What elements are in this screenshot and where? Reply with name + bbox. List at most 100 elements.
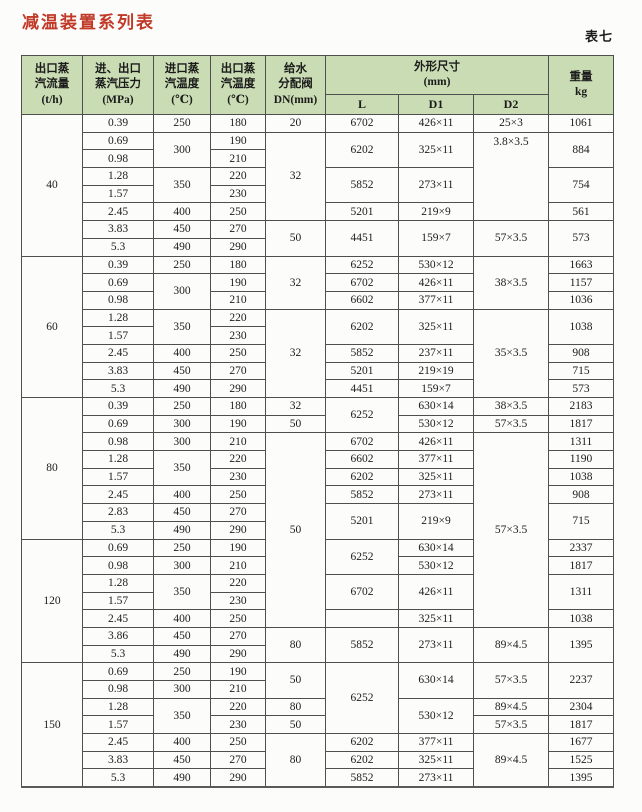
table-cell: 426×11 — [398, 573, 474, 611]
table-cell: 573 — [548, 220, 615, 257]
table-cell: 490 — [153, 379, 211, 398]
table-cell: 6202 — [325, 131, 399, 169]
table-cell — [325, 609, 399, 628]
table-row: 5.3 490 290 5852 273×11 1395 — [22, 768, 615, 788]
table-cell: 290 — [210, 768, 266, 788]
col-header-length: L — [325, 94, 399, 115]
table-cell: 884 — [548, 131, 615, 169]
table-cell: 270 — [210, 503, 266, 522]
table-row: 0.98 300 210 50 6702 426×11 57×3.5 1311 — [22, 432, 615, 628]
table-cell: 1061 — [548, 114, 615, 133]
table-cell: 350 — [153, 167, 211, 204]
table-cell: 20 — [265, 114, 326, 133]
table-cell: 5852 — [325, 485, 399, 505]
table-cell: 250 — [153, 662, 211, 681]
table-cell: 4451 — [325, 379, 399, 398]
table-cell: 6252 — [325, 538, 399, 575]
table-cell: 1525 — [548, 750, 615, 770]
table-cell: 270 — [210, 220, 266, 239]
table-row: 150 0.69 250 190 50 6252 630×14 57×3.5 2237 — [21, 662, 615, 788]
table-cell: 230 — [210, 591, 266, 611]
table-cell: 1038 — [548, 308, 615, 345]
table-cell: 300 — [153, 273, 211, 310]
table-cell: 2304 — [548, 697, 615, 717]
table-cell: 89×4.5 — [472, 626, 550, 664]
table-cell: 450 — [153, 503, 211, 522]
table-cell: 210 — [210, 290, 266, 310]
table-cell: 250 — [210, 609, 266, 628]
table-cell: 908 — [548, 485, 615, 505]
table-cell: 220 — [210, 308, 266, 328]
table-cell: 1395 — [548, 768, 615, 788]
table-cell: 0.98 — [82, 290, 154, 310]
table-row: 3.86 450 270 80 5852 273×11 89×4.5 1395 — [22, 626, 615, 664]
table-cell: 450 — [153, 750, 211, 770]
table-row: 0.69 300 190 50 530×12 57×3.5 1817 — [22, 414, 615, 434]
table-cell: 530×12 — [398, 414, 474, 434]
table-row: 2.45 400 250 80 6202 377×11 89×4.5 1677 — [22, 733, 615, 788]
table-cell: 1677 — [548, 733, 615, 752]
table-cell: 1.28 — [82, 450, 154, 469]
table-cell: 273×11 — [398, 167, 474, 204]
table-cell: 426×11 — [398, 273, 474, 292]
table-cell: 5852 — [325, 626, 399, 664]
table-cell: 2337 — [548, 538, 615, 558]
table-cell: 273×11 — [398, 626, 474, 664]
table-cell: 6702 — [325, 114, 399, 133]
table-row: 0.69 300 190 32 6202 325×11 3.8×3.5 884 — [22, 131, 615, 222]
table-cell: 2.45 — [82, 485, 154, 505]
table-cell: 325×11 — [398, 609, 474, 628]
table-cell: 80 — [265, 733, 326, 788]
table-cell: 3.83 — [82, 750, 154, 770]
table-cell: 350 — [153, 308, 211, 345]
table-cell: 3.83 — [82, 361, 154, 381]
table-row: 2.83 450 270 5201 219×9 715 — [22, 503, 615, 540]
table-cell: 290 — [210, 520, 266, 540]
table-cell: 350 — [153, 450, 211, 487]
table-cell: 6202 — [325, 733, 399, 752]
table-cell: 2.45 — [82, 733, 154, 752]
table-cell: 219×9 — [398, 202, 474, 222]
table-cell: 400 — [153, 202, 211, 222]
table-cell: 6702 — [325, 573, 399, 611]
table-cell: 377×11 — [398, 733, 474, 752]
table-cell: 2.45 — [82, 202, 154, 222]
table-cell: 530×12 — [398, 556, 474, 575]
table-cell: 490 — [153, 768, 211, 788]
table-cell: 1.28 — [82, 573, 154, 593]
table-cell: 6252 — [325, 662, 399, 735]
table-cell: 300 — [153, 556, 211, 575]
table-cell: 150 — [21, 662, 83, 788]
table-cell: 300 — [153, 680, 211, 699]
table-cell: 220 — [210, 167, 266, 186]
table-cell: 1036 — [548, 290, 615, 310]
table-row: 2.45 400 250 5201 219×9 561 — [22, 202, 615, 222]
table-cell: 350 — [153, 697, 211, 735]
table-cell: 1817 — [548, 556, 615, 575]
table-cell: 220 — [210, 573, 266, 593]
table-row: 1.28 350 220 5852 273×11 754 — [22, 167, 615, 204]
table-cell: 0.98 — [82, 556, 154, 575]
table-cell: 210 — [210, 680, 266, 699]
table-row: 120 0.69 250 190 6252 630×14 2337 — [21, 538, 615, 664]
table-cell: 57×3.5 — [472, 662, 550, 699]
table-cell: 0.98 — [82, 432, 154, 452]
col-header-weight: 重量 kg — [548, 55, 615, 115]
table-cell: 57×3.5 — [472, 220, 550, 257]
table-cell: 180 — [210, 397, 266, 416]
table-cell: 6702 — [325, 273, 399, 292]
table-row: 60 0.39 250 180 32 6252 530×12 38×3.5 1663 — [21, 255, 615, 398]
table-row: 1.57 230 — [22, 326, 614, 345]
table-cell: 325×11 — [398, 308, 474, 345]
table-cell: 6202 — [325, 308, 399, 345]
table-cell: 1817 — [548, 715, 615, 735]
table-cell: 50 — [265, 414, 326, 434]
table-row: 0.98 300 210 — [22, 680, 614, 699]
table-cell: 1.57 — [82, 184, 154, 204]
table-row: 1.28 350 220 32 6202 325×11 35×3.5 1038 — [22, 308, 615, 399]
table-cell: 190 — [210, 273, 266, 292]
table-cell: 190 — [210, 662, 266, 681]
table-row: 2.45 400 250 5852 273×11 908 — [22, 485, 615, 505]
table-cell: 325×11 — [398, 750, 474, 770]
table-cell: 450 — [153, 220, 211, 239]
